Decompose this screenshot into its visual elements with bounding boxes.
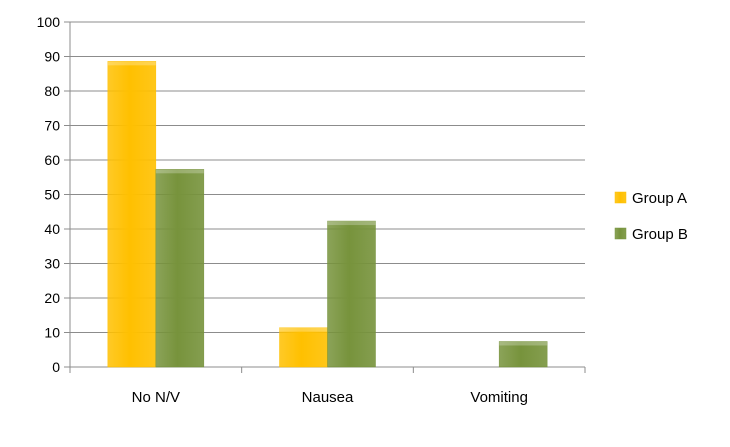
bars: [107, 61, 548, 368]
bar-highlight: [279, 327, 328, 332]
y-tick-label: 100: [37, 14, 61, 30]
bar-group-a-no-n-v: [107, 61, 157, 368]
x-tick-label: Nausea: [302, 389, 354, 406]
y-tick-label: 0: [52, 359, 60, 375]
y-tick-label: 30: [44, 256, 60, 272]
y-axis-ticks: 0 10 20 30 40 50 60 70 80 90 100: [37, 14, 70, 375]
bar-highlight: [155, 169, 204, 174]
bar-group-a-nausea: [279, 327, 328, 368]
y-tick-label: 10: [44, 325, 60, 341]
y-tick-label: 70: [44, 118, 60, 134]
x-axis-ticks: No N/V Nausea Vomiting: [69, 367, 586, 406]
x-tick-label: No N/V: [132, 389, 180, 406]
x-tick-label: Vomiting: [470, 389, 528, 406]
y-tick-label: 80: [44, 83, 60, 99]
y-tick-label: 90: [44, 49, 60, 65]
legend-swatch-group-b: [614, 227, 627, 240]
legend-label-group-a: Group A: [632, 190, 687, 207]
bar-highlight: [327, 221, 376, 226]
bar-group-b-no-n-v: [155, 169, 205, 368]
bar-group-b-nausea: [327, 220, 376, 368]
bar-group-b-vomiting: [498, 341, 548, 368]
y-tick-label: 20: [44, 290, 60, 306]
legend: Group A Group B: [614, 190, 688, 243]
bar-highlight: [107, 61, 156, 66]
legend-label-group-b: Group B: [632, 226, 688, 243]
legend-swatch-group-a: [614, 191, 627, 204]
y-tick-label: 50: [44, 187, 60, 203]
bar-highlight: [499, 341, 548, 346]
y-tick-label: 60: [44, 152, 60, 168]
y-tick-label: 40: [44, 221, 60, 237]
